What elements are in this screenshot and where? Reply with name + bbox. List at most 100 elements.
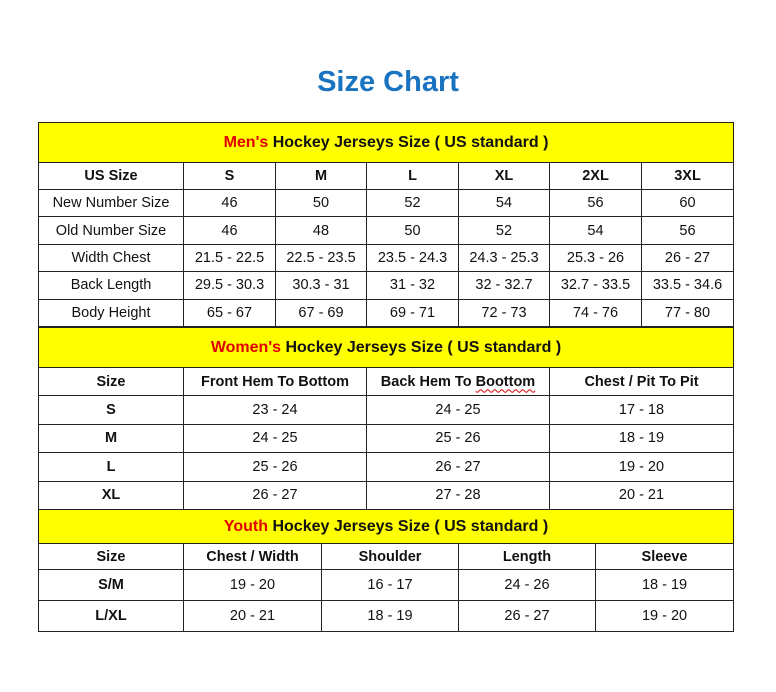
row-label: New Number Size [38, 188, 184, 218]
table-cell: 22.5 - 23.5 [275, 243, 367, 273]
table-row: S 23 - 24 24 - 25 17 - 18 [38, 395, 734, 425]
column-header: L [366, 162, 459, 190]
table-cell: 46 [183, 216, 276, 245]
table-row: L 25 - 26 26 - 27 19 - 20 [38, 452, 734, 482]
table-cell: 18 - 19 [594, 569, 735, 601]
table-cell: 19 - 20 [594, 600, 735, 632]
column-header: Size [38, 543, 184, 570]
table-cell: 31 - 32 [366, 271, 459, 300]
table-cell: 74 - 76 [549, 298, 642, 327]
table-cell: 19 - 20 [183, 569, 322, 601]
table-cell: 32.7 - 33.5 [549, 271, 642, 300]
heading-rest: Hockey Jerseys Size ( US standard ) [281, 338, 562, 356]
table-cell: 30.3 - 31 [275, 271, 367, 300]
heading-rest: Hockey Jerseys Size ( US standard ) [268, 133, 549, 151]
table-row: S/M 19 - 20 16 - 17 24 - 26 18 - 19 [38, 569, 735, 601]
table-cell: 26 - 27 [183, 480, 367, 510]
table-cell: 20 - 21 [549, 480, 734, 510]
column-header-text: 2XL [582, 168, 609, 184]
table-cell: 54 [458, 188, 550, 218]
table-cell: 60 [641, 188, 734, 218]
column-header-text: S [224, 168, 235, 184]
table-cell: 26 - 27 [641, 243, 734, 273]
column-header-text: Sleeve [641, 548, 688, 565]
table-cell: 24.3 - 25.3 [458, 243, 550, 273]
column-header: S [183, 162, 276, 190]
table-cell: 20 - 21 [183, 600, 322, 632]
column-header: Front Hem To Bottom [183, 367, 367, 396]
youth-heading-row: Youth Hockey Jerseys Size ( US standard … [37, 509, 735, 544]
table-cell: 17 - 18 [549, 395, 734, 425]
column-header: Back Hem To Boottom [366, 367, 550, 396]
column-header: 2XL [549, 162, 642, 190]
row-label: S [38, 395, 184, 425]
table-cell: 69 - 71 [366, 298, 459, 327]
column-header-text: Front Hem To Bottom [201, 373, 349, 390]
column-header-text: 3XL [674, 168, 701, 184]
column-header-text: Back Hem To Boottom [380, 373, 536, 390]
column-header-text: Chest / Width [206, 548, 299, 565]
column-header-text: Length [502, 548, 552, 565]
table-cell: 52 [458, 216, 550, 245]
table-cell: 24 - 25 [183, 423, 367, 453]
column-header-text: Shoulder [358, 548, 422, 565]
table-cell: 65 - 67 [183, 298, 276, 327]
table-cell: 25 - 26 [183, 452, 367, 482]
womens-heading: Women's Hockey Jerseys Size ( US standar… [38, 327, 734, 368]
table-cell: 77 - 80 [641, 298, 734, 327]
table-cell: 16 - 17 [321, 569, 459, 601]
column-header: XL [458, 162, 550, 190]
row-label: S/M [38, 569, 184, 601]
column-header: Length [458, 543, 596, 570]
youth-heading: Youth Hockey Jerseys Size ( US standard … [37, 509, 735, 544]
youth-size-table: Youth Hockey Jerseys Size ( US standard … [37, 509, 735, 632]
column-header-text: Size [96, 373, 126, 390]
page-title: Size Chart [317, 66, 459, 98]
mens-heading-row: Men's Hockey Jerseys Size ( US standard … [38, 122, 734, 163]
table-row: M 24 - 25 25 - 26 18 - 19 [38, 423, 734, 453]
table-cell: 27 - 28 [366, 480, 550, 510]
table-cell: 23 - 24 [183, 395, 367, 425]
table-cell: 25 - 26 [366, 423, 550, 453]
table-cell: 56 [641, 216, 734, 245]
mens-size-table: Men's Hockey Jerseys Size ( US standard … [38, 122, 734, 327]
table-cell: 32 - 32.7 [458, 271, 550, 300]
column-header-text: Size [96, 548, 126, 565]
column-header: Chest / Pit To Pit [549, 367, 734, 396]
column-header-text: US Size [84, 168, 138, 184]
row-label: Body Height [38, 298, 184, 327]
table-row: New Number Size 46 50 52 54 56 60 [38, 188, 734, 218]
column-header: Chest / Width [183, 543, 322, 570]
column-header: Size [38, 367, 184, 396]
row-label: Old Number Size [38, 216, 184, 245]
heading-lead: Men's [223, 133, 269, 151]
table-cell: 23.5 - 24.3 [366, 243, 459, 273]
column-header-text: M [314, 168, 328, 184]
table-cell: 33.5 - 34.6 [641, 271, 734, 300]
table-row: Width Chest 21.5 - 22.5 22.5 - 23.5 23.5 - … [38, 243, 734, 273]
column-header-text: L [408, 168, 417, 184]
table-row: Back Length 29.5 - 30.3 30.3 - 31 31 - 32 32… [38, 271, 734, 300]
table-cell: 26 - 27 [458, 600, 596, 632]
womens-size-table: Women's Hockey Jerseys Size ( US standar… [38, 327, 734, 510]
row-label: Width Chest [38, 243, 184, 273]
column-header-row: Size Front Hem To Bottom Back Hem To Boott… [38, 367, 734, 396]
table-cell: 54 [549, 216, 642, 245]
table-cell: 18 - 19 [549, 423, 734, 453]
table-cell: 50 [275, 188, 367, 218]
row-label: L/XL [38, 600, 184, 632]
table-cell: 67 - 69 [275, 298, 367, 327]
table-row: L/XL 20 - 21 18 - 19 26 - 27 19 - 20 [38, 600, 735, 632]
table-cell: 21.5 - 22.5 [183, 243, 276, 273]
column-header-text: Chest / Pit To Pit [584, 373, 699, 390]
heading-rest: Hockey Jerseys Size ( US standard ) [268, 517, 549, 535]
column-header: Shoulder [321, 543, 459, 570]
table-cell: 18 - 19 [321, 600, 459, 632]
row-label: Back Length [38, 271, 184, 300]
table-row: XL 26 - 27 27 - 28 20 - 21 [38, 480, 734, 510]
column-header: US Size [38, 162, 184, 190]
table-cell: 29.5 - 30.3 [183, 271, 276, 300]
table-cell: 46 [183, 188, 276, 218]
column-header-text: XL [494, 168, 514, 184]
table-cell: 50 [366, 216, 459, 245]
